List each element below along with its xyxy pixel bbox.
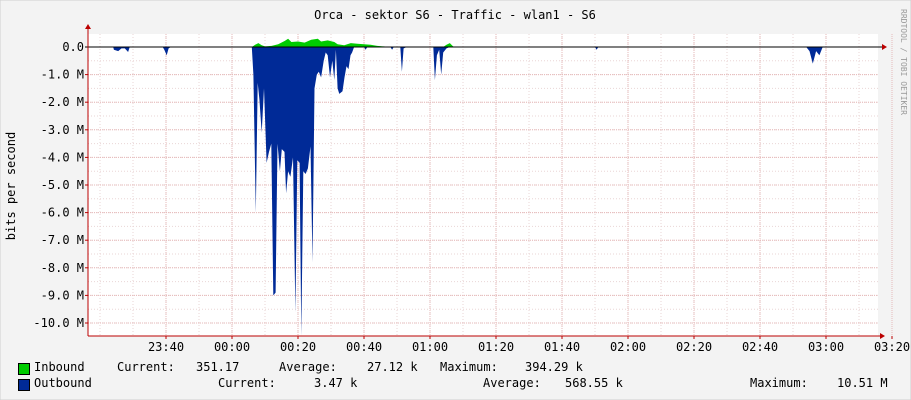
y-tick-labels: 0.0 -1.0 M -2.0 M -3.0 M -4.0 M -5.0 M -6.0 M -… [33,40,84,330]
inbound-maximum-label: Maximum: [440,360,498,374]
inbound-current-value: 351.17 [196,360,240,374]
x-tick-label: 02:40 [742,340,778,354]
y-tick-label: -4.0 M [41,150,84,164]
y-tick-label: -7.0 M [41,233,84,247]
inbound-maximum-value: 394.29 k [525,360,583,374]
x-tick-label: 03:00 [808,340,844,354]
x-tick-label: 01:00 [412,340,448,354]
outbound-maximum-value: 10.51 M [837,376,888,390]
inbound-legend-name: Inbound [34,360,85,374]
axes [85,24,893,339]
x-tick-label: 00:40 [346,340,382,354]
y-tick-label: -1.0 M [41,68,84,82]
outbound-average-value: 568.55 k [565,376,623,390]
y-tick-label: -2.0 M [41,95,84,109]
outbound-legend-name: Outbound [34,376,92,390]
inbound-current-label: Current: [117,360,175,374]
outbound-current-value: 3.47 k [314,376,358,390]
chart-title: Orca - sektor S6 - Traffic - wlan1 - S6 [314,8,596,22]
y-axis-label: bits per second [4,132,18,240]
zero-line-arrow [882,44,887,50]
series-areas [100,38,911,336]
y-tick-label: -9.0 M [41,288,84,302]
y-tick-label: -10.0 M [33,316,84,330]
x-tick-label: 01:40 [544,340,580,354]
outbound-maximum-label: Maximum: [750,376,808,390]
x-tick-label: 03:20 [874,340,910,354]
x-tick-label: 02:20 [676,340,712,354]
inbound-average-value: 27.12 k [367,360,418,374]
outbound-swatch [18,379,30,391]
rrdtool-watermark: RRDTOOL / TOBI OETIKER [899,9,908,115]
y-tick-label: -8.0 M [41,261,84,275]
x-tick-label: 00:20 [280,340,316,354]
y-axis-arrow [85,24,91,29]
inbound-swatch [18,363,30,375]
outbound-current-label: Current: [218,376,276,390]
y-tick-label: -5.0 M [41,178,84,192]
inbound-series-area [251,38,457,47]
x-tick-label: 02:00 [610,340,646,354]
x-tick-label: 01:20 [478,340,514,354]
x-tick-label: 23:40 [148,340,184,354]
outbound-series-area [100,47,911,336]
x-tick-label: 00:00 [214,340,250,354]
y-tick-label: -6.0 M [41,206,84,220]
outbound-average-label: Average: [483,376,541,390]
y-tick-label: 0.0 [62,40,84,54]
inbound-average-label: Average: [279,360,337,374]
grid-major [88,34,893,336]
x-axis-arrow [880,333,885,339]
x-tick-labels: 23:40 00:00 00:20 00:40 01:00 01:20 01:40 02:00… [148,340,910,354]
y-tick-label: -3.0 M [41,123,84,137]
